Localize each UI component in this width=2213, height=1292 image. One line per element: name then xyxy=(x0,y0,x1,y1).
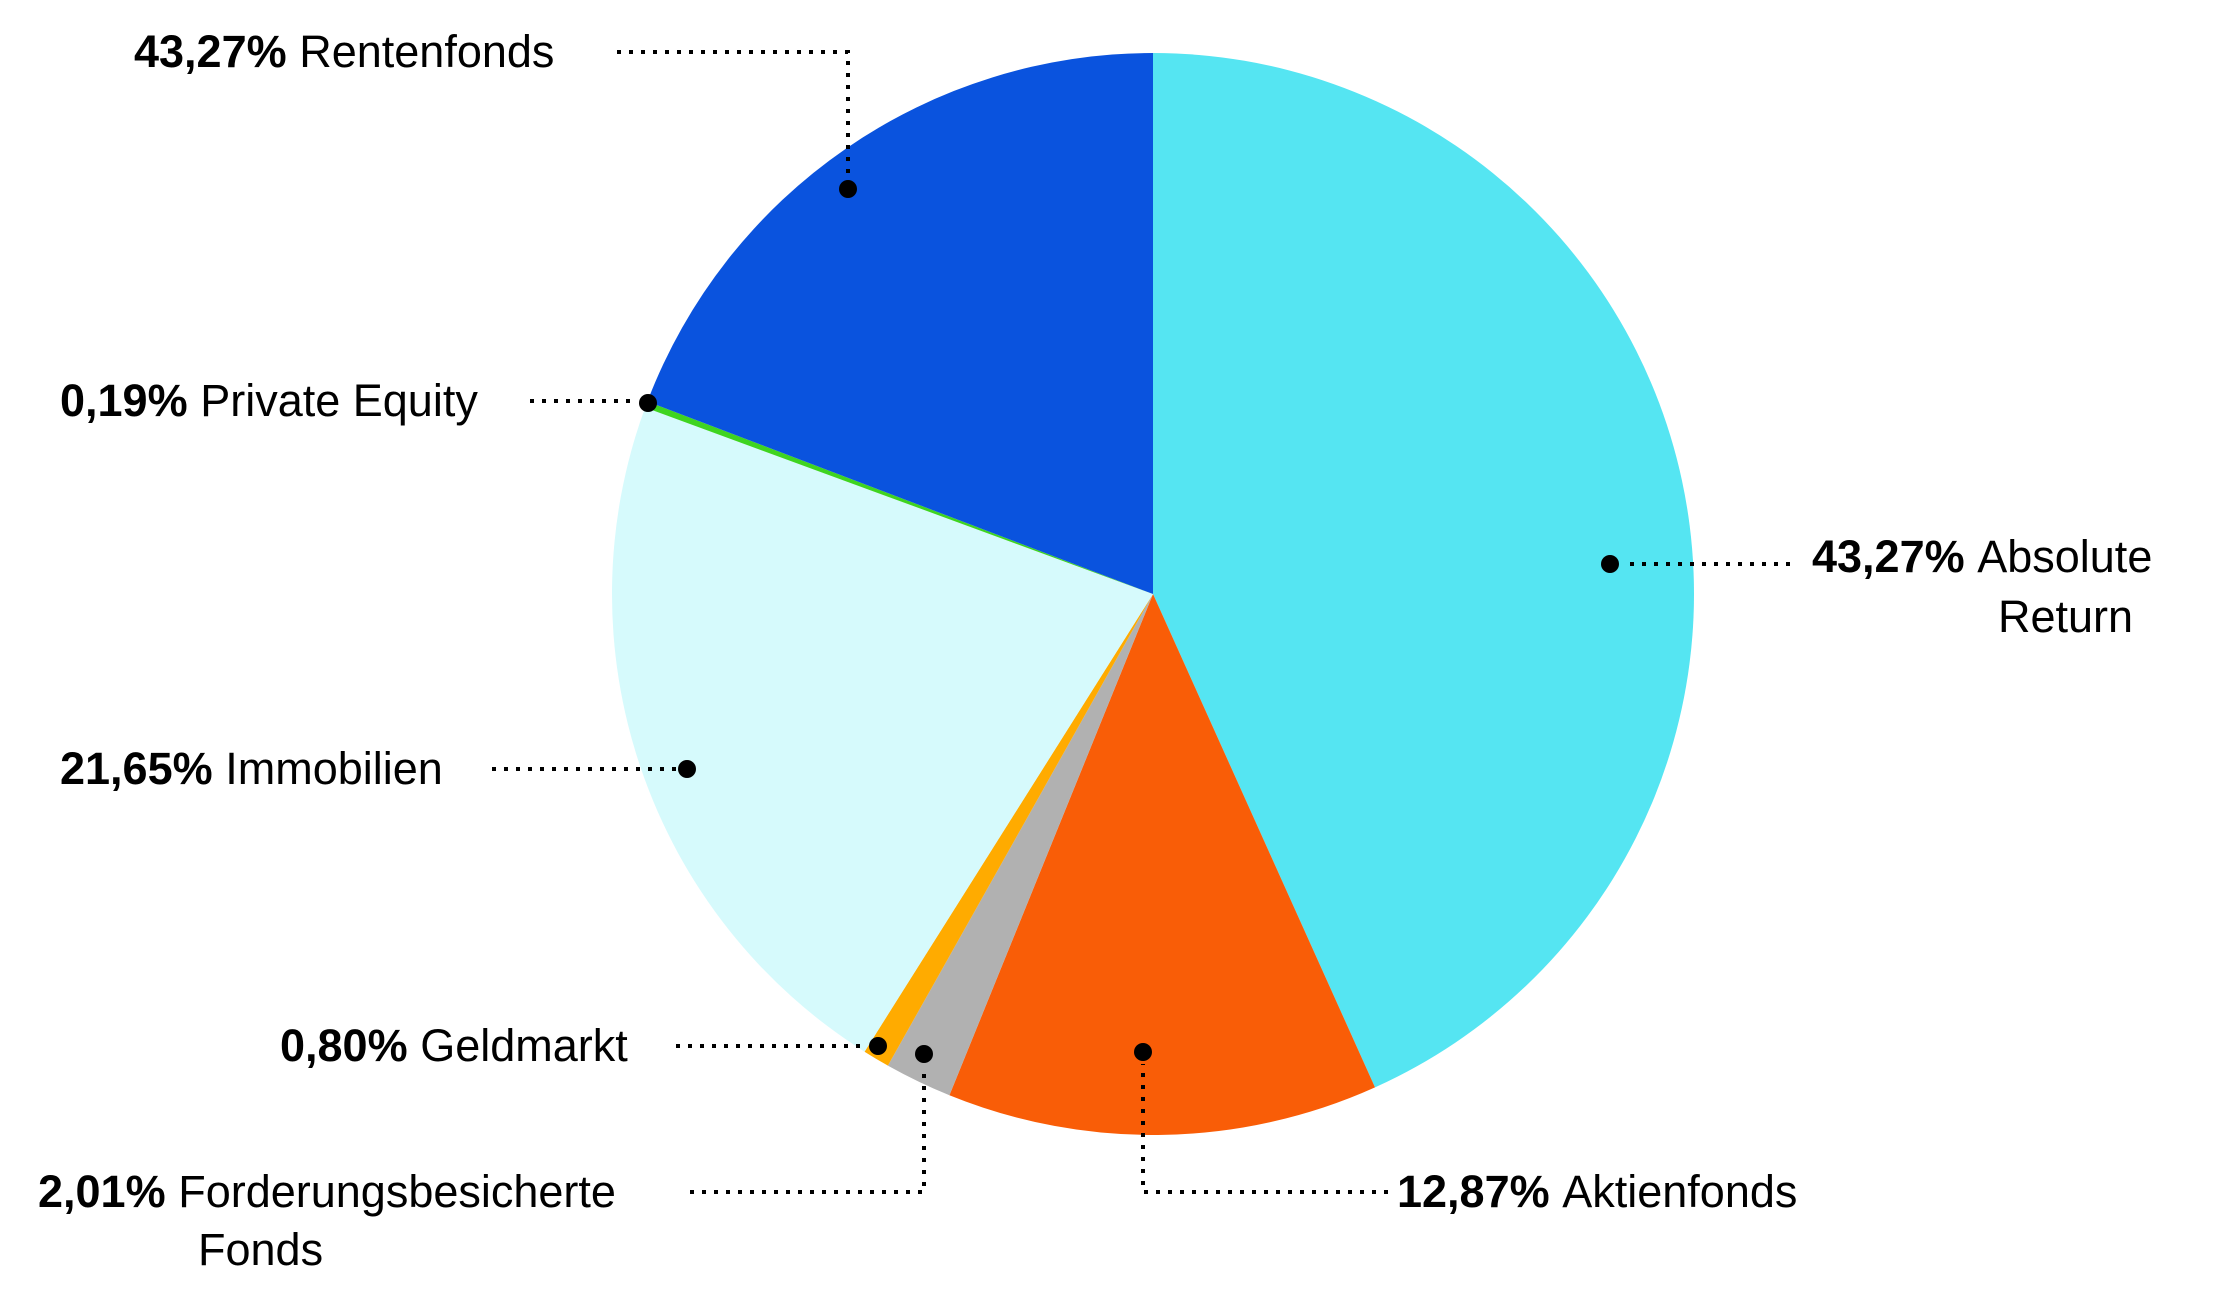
label-aktienfonds-percent: 12,87% xyxy=(1397,1166,1550,1217)
label-forderungsbesicherte-fonds-line1: 2,01% Forderungsbesicherte xyxy=(38,1164,616,1220)
label-geldmarkt-percent: 0,80% xyxy=(280,1020,408,1071)
leader-dot-forderung xyxy=(915,1045,933,1063)
pie-slice-immobilien xyxy=(611,407,1153,1052)
pie-slice-absolute_return xyxy=(1153,53,1695,1088)
label-forderungsbesicherte-fonds-line2: Fonds xyxy=(198,1222,323,1278)
leader-dot-aktienfonds xyxy=(1134,1043,1152,1061)
leader-line-forderung xyxy=(690,1066,926,1194)
label-immobilien-percent: 21,65% xyxy=(60,743,213,794)
pie-slice-rentenfonds xyxy=(647,53,1153,594)
pie-slice-forderungsbesicherte_fonds xyxy=(887,594,1153,1096)
label-immobilien-name: Immobilien xyxy=(225,743,443,794)
leader-line-rentenfonds xyxy=(617,50,850,176)
label-forderungsbesicherte-fonds-name: Forderungsbesicherte xyxy=(178,1166,616,1217)
label-absolute-return-line2: Return xyxy=(1998,589,2133,645)
label-private-equity-percent: 0,19% xyxy=(60,375,188,426)
leader-dot-private_equity xyxy=(639,394,657,412)
label-geldmarkt-name: Geldmarkt xyxy=(420,1020,628,1071)
label-aktienfonds-name: Aktienfonds xyxy=(1562,1166,1798,1217)
label-forderungsbesicherte-fonds-name-2: Fonds xyxy=(198,1224,324,1275)
leader-dot-immobilien xyxy=(678,760,696,778)
label-absolute-return-percent: 43,27% xyxy=(1812,531,1965,582)
label-immobilien: 21,65% Immobilien xyxy=(60,741,443,797)
label-aktienfonds: 12,87% Aktienfonds xyxy=(1397,1164,1797,1220)
label-forderungsbesicherte-fonds-percent: 2,01% xyxy=(38,1166,166,1217)
pie-slice-aktienfonds xyxy=(949,594,1376,1136)
leader-dot-rentenfonds xyxy=(839,180,857,198)
label-rentenfonds-percent: 43,27% xyxy=(134,26,287,77)
label-absolute-return-line1: 43,27% Absolute xyxy=(1812,529,2152,585)
leader-dot-geldmarkt xyxy=(869,1037,887,1055)
leader-dot-absolute_return xyxy=(1601,555,1619,573)
pie-slice-private_equity xyxy=(645,401,1153,594)
label-absolute-return-name-2: Return xyxy=(1998,591,2134,642)
label-private-equity-name: Private Equity xyxy=(200,375,478,426)
label-geldmarkt: 0,80% Geldmarkt xyxy=(280,1018,628,1074)
label-rentenfonds-name: Rentenfonds xyxy=(299,26,555,77)
label-private-equity: 0,19% Private Equity xyxy=(60,373,478,429)
label-rentenfonds: 43,27% Rentenfonds xyxy=(134,24,554,80)
pie-slice-geldmarkt xyxy=(864,594,1153,1066)
label-absolute-return-name: Absolute xyxy=(1977,531,2153,582)
